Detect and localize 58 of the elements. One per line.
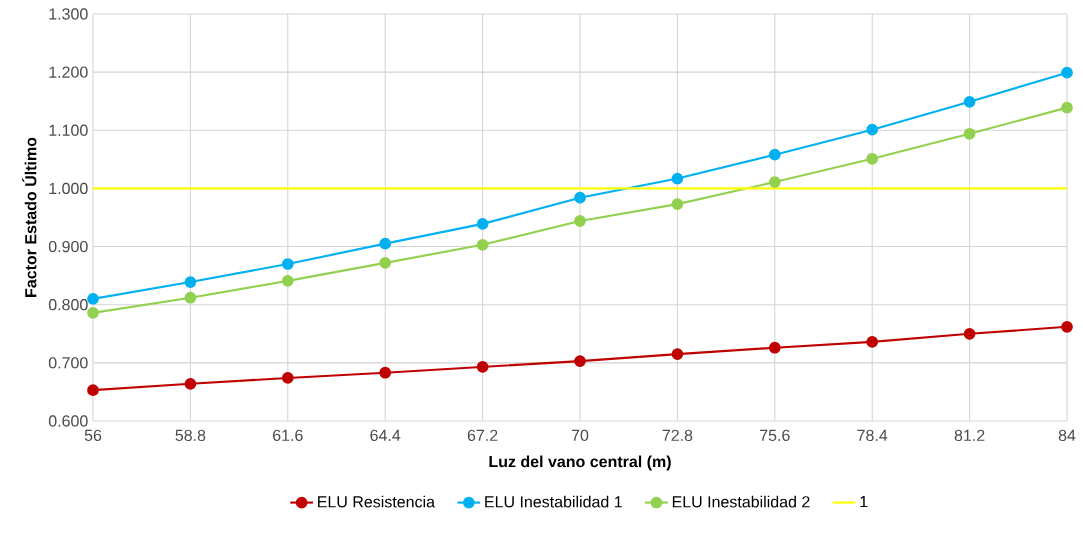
legend-label: ELU Resistencia (318, 495, 435, 508)
y-tick-label: 0.600 (48, 415, 88, 427)
point (476, 361, 489, 373)
y-tick-label: 0.900 (48, 240, 88, 253)
point (768, 176, 781, 188)
point (866, 123, 879, 136)
x-tick-label: 70 (571, 429, 589, 442)
point (1061, 66, 1073, 79)
point (574, 191, 586, 204)
point (87, 306, 99, 319)
x-tick-label: 64.4 (370, 429, 401, 442)
point (476, 218, 489, 230)
point (866, 336, 879, 348)
point (379, 237, 392, 250)
point (866, 152, 879, 165)
y-tick-label: 1.200 (49, 66, 88, 78)
point (184, 377, 197, 390)
x-tick-label: 75.6 (760, 429, 790, 442)
point (379, 256, 392, 269)
point (671, 348, 684, 360)
legend-label: ELU Inestabilidad 2 (672, 495, 810, 508)
point (281, 258, 294, 270)
point (184, 291, 197, 304)
point (281, 275, 294, 287)
x-tick-label: 56 (84, 429, 102, 442)
point (768, 341, 781, 354)
point (963, 95, 976, 108)
y-tick-label: 1.100 (49, 124, 88, 136)
point (281, 372, 294, 384)
point (574, 355, 586, 367)
legend-label: 1 (860, 496, 868, 508)
point (963, 127, 976, 140)
x-tick-label: 67.2 (467, 429, 498, 442)
point (379, 366, 392, 379)
y-tick-label: 1.300 (49, 8, 88, 20)
y-axis-title: Factor Estado Último (22, 137, 37, 297)
point (184, 276, 197, 288)
y-tick-label: 1.000 (49, 182, 88, 195)
point (574, 215, 586, 227)
x-tick-label: 72.8 (662, 429, 693, 442)
point (671, 172, 684, 185)
point (963, 327, 976, 340)
point (476, 238, 489, 251)
x-tick-label: 58.8 (175, 429, 206, 442)
point (1061, 101, 1073, 114)
legend-label: ELU Inestabilidad 1 (485, 495, 622, 508)
x-tick-label: 84 (1058, 429, 1076, 442)
point (87, 293, 99, 305)
x-axis-title: Luz del vano central (m) (489, 455, 671, 471)
x-tick-label: 81.2 (954, 429, 985, 442)
x-tick-label: 61.6 (273, 429, 303, 442)
x-tick-label: 78.4 (857, 429, 888, 442)
point (87, 384, 99, 397)
point (671, 198, 684, 210)
y-tick-label: 0.800 (48, 299, 88, 311)
y-tick-label: 0.700 (48, 357, 88, 369)
point (1061, 320, 1073, 333)
point (768, 148, 781, 161)
